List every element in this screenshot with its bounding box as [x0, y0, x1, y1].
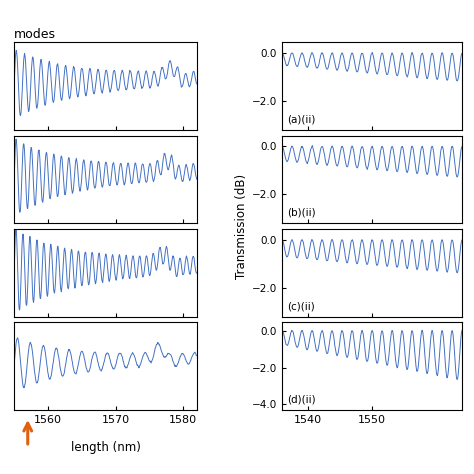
Text: (c)(ii): (c)(ii): [287, 301, 315, 311]
Text: length (nm): length (nm): [71, 441, 140, 454]
Text: (a)(ii): (a)(ii): [287, 115, 316, 125]
Text: (d)(ii): (d)(ii): [287, 395, 316, 405]
Text: (b)(ii): (b)(ii): [287, 208, 316, 218]
Text: Transmission (dB): Transmission (dB): [235, 173, 248, 279]
Text: modes: modes: [14, 28, 56, 41]
